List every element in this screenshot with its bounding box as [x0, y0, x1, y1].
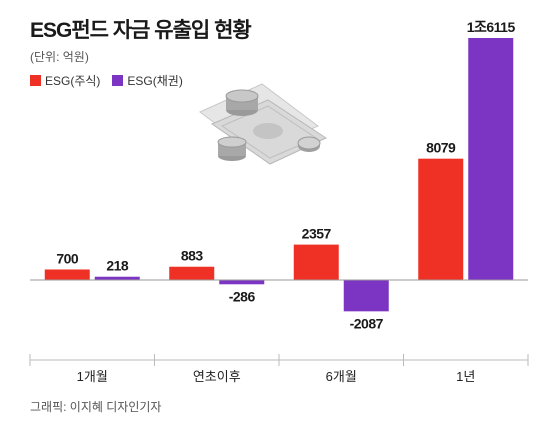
- data-label: -286: [229, 288, 256, 304]
- bar-stock: [418, 158, 464, 280]
- bar-bond: [343, 280, 389, 312]
- money-stack-icon: [199, 83, 328, 165]
- legend-label-stock: ESG(주식): [45, 74, 101, 88]
- credit-text: 그래픽: 이지혜 디자인기자: [30, 400, 162, 414]
- legend-swatch-stock: [30, 75, 41, 86]
- category-label: 6개월: [326, 369, 357, 384]
- data-label: 218: [106, 258, 129, 274]
- data-label: 883: [181, 248, 204, 264]
- bar-stock: [169, 266, 215, 280]
- legend-swatch-bond: [112, 75, 124, 86]
- bar-bond: [219, 280, 265, 285]
- bar-stock: [44, 269, 90, 280]
- unit-label: (단위: 억원): [30, 50, 89, 64]
- legend-item-bond: ESG(채권): [112, 72, 183, 89]
- data-label: -2087: [350, 315, 384, 331]
- legend-label-bond: ESG(채권): [127, 74, 183, 88]
- bar-stock: [293, 244, 339, 280]
- data-label: 1조6115: [467, 19, 516, 35]
- legend: ESG(주식) ESG(채권): [30, 72, 195, 89]
- data-label: 700: [56, 250, 79, 266]
- category-label: 1년: [456, 369, 475, 384]
- bar-bond: [468, 38, 514, 280]
- category-label: 연초이후: [193, 369, 241, 384]
- legend-item-stock: ESG(주식): [30, 72, 100, 89]
- category-label: 1개월: [77, 369, 108, 384]
- chart-title: ESG펀드 자금 유출입 현황: [30, 19, 252, 42]
- data-label: 2357: [302, 226, 332, 242]
- data-label: 8079: [426, 140, 456, 156]
- bar-bond: [94, 276, 140, 280]
